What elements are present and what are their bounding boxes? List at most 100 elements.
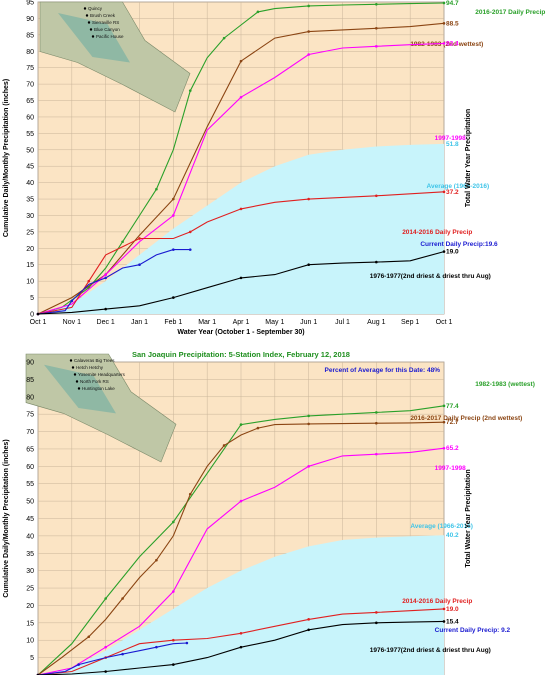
station-label: Brush Creek — [90, 13, 116, 18]
data-point — [172, 590, 175, 593]
series-label: 1982-1983 (wettest) — [475, 381, 535, 388]
data-point — [442, 420, 446, 424]
data-point — [172, 214, 175, 217]
y-tick-label: 10 — [26, 638, 34, 645]
y-tick-label: 25 — [26, 586, 34, 593]
x-tick-label: Nov 1 — [63, 319, 81, 326]
data-point — [188, 230, 192, 234]
series-line — [37, 421, 445, 675]
station-marker — [69, 359, 73, 362]
data-point — [307, 618, 310, 621]
y-tick-label: 65 — [26, 446, 34, 453]
series-label: Current Daily Precip:19.6 — [420, 241, 498, 248]
data-point — [36, 312, 40, 316]
y-tick-label: 80 — [26, 49, 34, 56]
y-tick-label: 45 — [26, 164, 34, 171]
y-tick-label: 35 — [26, 551, 34, 558]
x-tick-label: Jun 1 — [300, 319, 317, 326]
data-point — [172, 663, 175, 666]
y-tick-label: 15 — [26, 620, 34, 627]
y-axis-label: Cumulative Daily/Monthly Precipitation (… — [3, 439, 10, 597]
y-tick-label: 50 — [26, 499, 34, 506]
data-point — [104, 670, 107, 673]
end-value-label: 77.4 — [446, 403, 459, 410]
y-tick-label: 70 — [26, 82, 34, 89]
data-point — [375, 260, 378, 264]
station-marker — [75, 380, 79, 383]
data-point — [375, 26, 378, 30]
data-point — [222, 444, 226, 447]
data-point — [375, 411, 378, 414]
series-label: 1997-1998 — [435, 135, 466, 142]
y-tick-label: 55 — [26, 481, 34, 488]
y-tick-label: 20 — [26, 246, 34, 253]
end-value-label: 65.2 — [446, 445, 459, 452]
data-point — [307, 628, 310, 632]
station-label: Blue Canyon — [94, 27, 120, 32]
series-label: Average (1966-2016) — [427, 183, 490, 190]
station-label: Huntington Lake — [82, 386, 115, 391]
data-point — [70, 299, 74, 303]
station-marker — [85, 14, 89, 17]
data-point — [307, 414, 310, 418]
y-tick-label: 35 — [26, 197, 34, 204]
station-marker — [87, 21, 91, 24]
station-marker — [83, 7, 87, 10]
end-value-label: 82.4 — [446, 40, 459, 47]
data-point — [442, 1, 446, 5]
x-tick-label: May 1 — [265, 319, 284, 326]
data-point — [442, 190, 446, 194]
series-label: 1976-1977(2nd driest & driest thru Aug) — [370, 647, 491, 654]
end-value-label: 51.8 — [446, 141, 459, 148]
y-tick-label: 40 — [26, 533, 34, 540]
series-line — [37, 249, 191, 315]
y-tick-label: 90 — [26, 360, 34, 367]
map-inset: Quincy Brush Creek Sierraville RS Blue Cany… — [39, 1, 191, 113]
station-label: North Fork RS — [80, 379, 109, 384]
data-point — [172, 638, 175, 642]
x-tick-label: Aug 1 — [367, 319, 385, 326]
station-label: Calaveras Big Trees — [74, 358, 115, 363]
data-point — [307, 53, 310, 56]
data-point — [222, 36, 226, 40]
data-point — [104, 307, 107, 311]
x-tick-label: Jul 1 — [335, 319, 350, 326]
station-label: Yosemite Headquarters — [78, 372, 126, 377]
data-point — [172, 296, 175, 299]
data-point — [104, 276, 107, 280]
data-point — [104, 645, 107, 649]
data-point — [375, 611, 378, 614]
station-marker — [73, 373, 77, 376]
data-point — [138, 237, 141, 240]
y-tick-label: 45 — [26, 516, 34, 523]
data-point — [442, 404, 446, 408]
chart-title: San Joaquin Precipitation: 5-Station Ind… — [132, 350, 350, 359]
data-point — [188, 89, 192, 92]
data-point — [185, 641, 189, 645]
map-valley — [58, 13, 130, 63]
station-label: Quincy — [88, 6, 103, 11]
x-tick-label: Feb 1 — [164, 319, 182, 326]
data-point — [104, 273, 107, 276]
data-point — [442, 250, 446, 253]
end-value-label: 15.4 — [446, 618, 459, 625]
y-tick-label: 0 — [30, 312, 34, 319]
y-tick-label: 15 — [26, 262, 34, 269]
end-value-label: 88.5 — [446, 20, 459, 27]
data-point — [87, 279, 91, 283]
x-tick-label: Apr 1 — [233, 319, 250, 326]
series-line — [37, 2, 445, 315]
data-point — [239, 499, 243, 503]
x-tick-label: Jan 1 — [131, 319, 148, 326]
series-label: 2014-2016 Daily Precip — [402, 229, 472, 236]
series-label: Current Daily Precip: 9.2 — [435, 627, 511, 634]
station-label: Sierraville RS — [92, 20, 119, 25]
data-point — [442, 446, 446, 450]
y-tick-label: 75 — [26, 412, 34, 419]
data-point — [442, 607, 446, 611]
x-tick-label: Dec 1 — [97, 319, 115, 326]
series-label: Average (1966-2016) — [410, 523, 473, 530]
data-point — [307, 422, 310, 426]
station-marker — [91, 35, 95, 38]
data-point — [188, 492, 192, 496]
